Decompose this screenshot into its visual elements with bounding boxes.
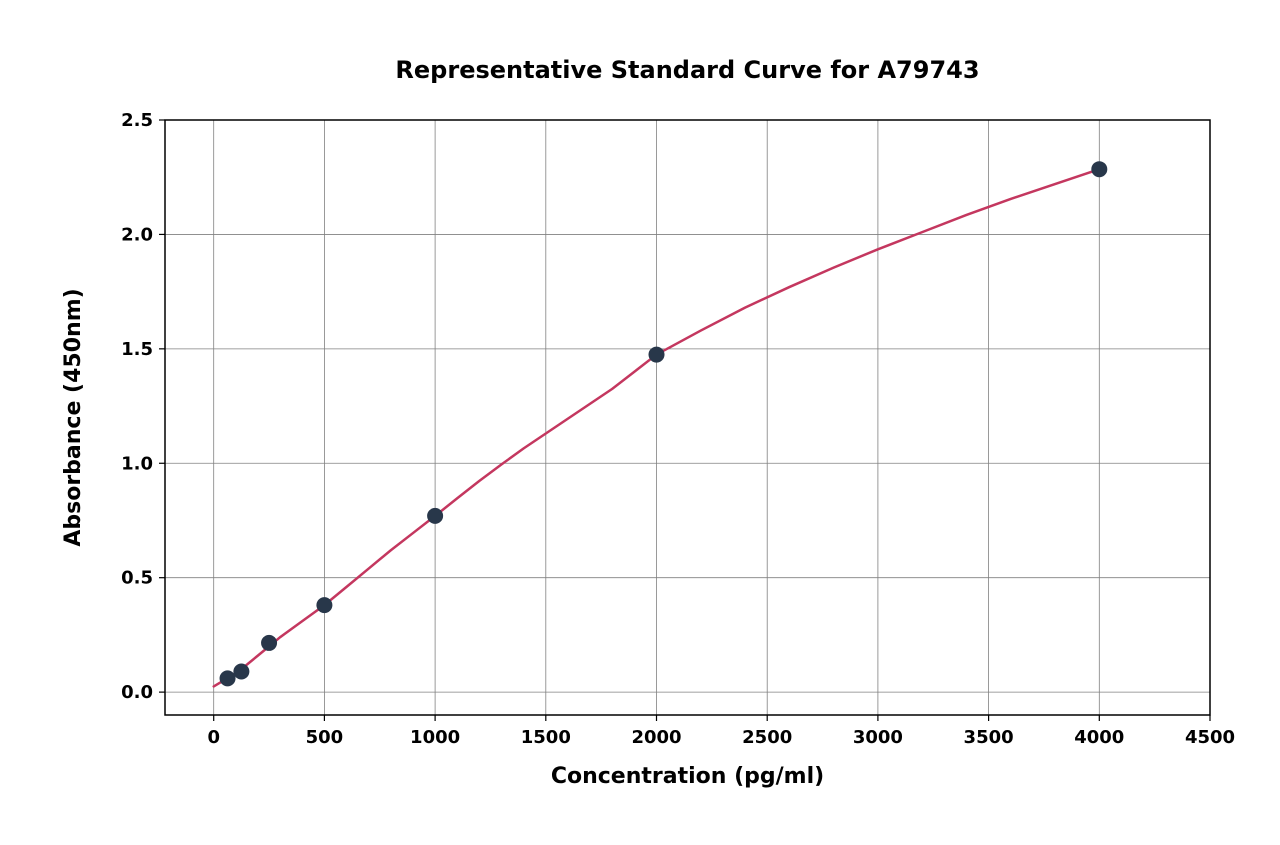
data-point [316,597,332,613]
data-point [261,635,277,651]
data-point [1091,161,1107,177]
data-point [427,508,443,524]
y-tick-label: 1.5 [121,339,153,360]
data-point [220,670,236,686]
x-tick-label: 2000 [631,727,681,748]
x-tick-label: 0 [207,727,220,748]
data-point [233,664,249,680]
y-tick-label: 0.0 [121,682,153,703]
y-tick-label: 0.5 [121,568,153,589]
x-tick-label: 2500 [742,727,792,748]
chart-title: Representative Standard Curve for A79743 [395,56,979,84]
chart-container: 0 500 1000 1500 2000 2500 3000 3500 4000 4500 0.0 0… [0,0,1280,845]
x-tick-label: 1000 [410,727,460,748]
x-axis-label: Concentration (pg/ml) [551,764,824,789]
x-tick-label: 3000 [853,727,903,748]
x-tick-label: 4000 [1074,727,1124,748]
x-tick-label: 500 [306,727,344,748]
y-tick-label: 1.0 [121,453,153,474]
data-point [649,347,665,363]
y-axis-label: Absorbance (450nm) [61,288,86,546]
plot-spine [165,120,1210,715]
y-tick-label: 2.0 [121,224,153,245]
x-tick-label: 4500 [1185,727,1235,748]
x-tick-label: 3500 [964,727,1014,748]
y-tick-label: 2.5 [121,110,153,131]
x-tick-label: 1500 [521,727,571,748]
chart-svg: 0 500 1000 1500 2000 2500 3000 3500 4000 4500 0.0 0… [0,0,1280,845]
